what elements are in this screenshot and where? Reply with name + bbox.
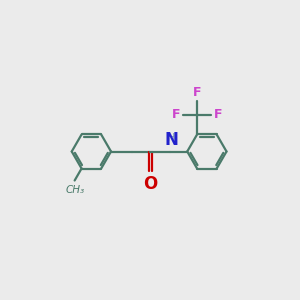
Text: N: N: [164, 131, 178, 149]
Text: F: F: [193, 86, 201, 99]
Text: CH₃: CH₃: [65, 185, 84, 195]
Text: H: H: [167, 133, 176, 143]
Text: O: O: [143, 175, 158, 193]
Text: F: F: [214, 108, 222, 122]
Text: F: F: [172, 108, 180, 122]
